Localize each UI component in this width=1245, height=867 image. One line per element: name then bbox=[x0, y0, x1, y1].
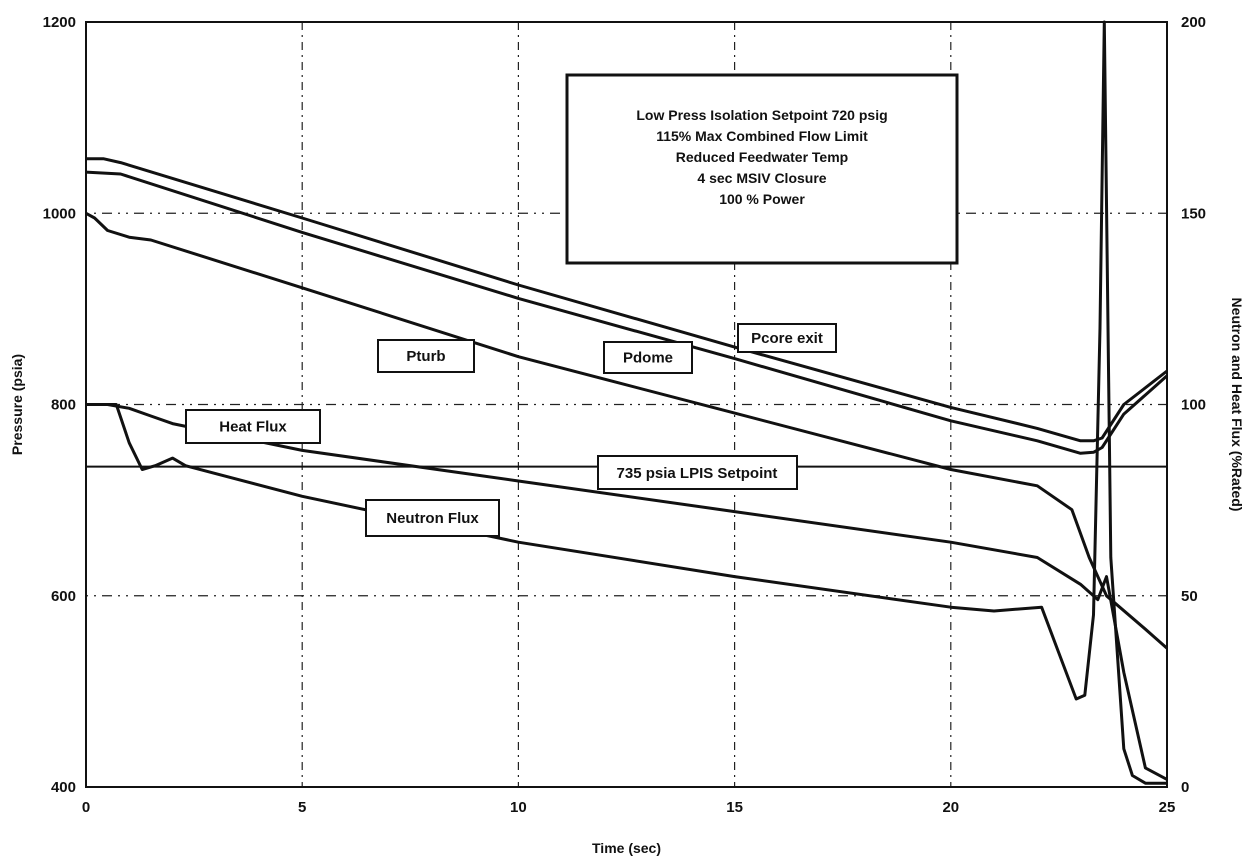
x-axis-title: Time (sec) bbox=[592, 840, 661, 856]
y-tick-label: 600 bbox=[51, 588, 76, 605]
x-tick-label: 15 bbox=[726, 799, 743, 816]
annotation-box bbox=[565, 73, 959, 265]
annotation-line: Reduced Feedwater Temp bbox=[676, 149, 848, 165]
y-axis-title: Pressure (psia) bbox=[9, 354, 25, 455]
y2-tick-label: 150 bbox=[1181, 205, 1206, 222]
series-label-box-pcore-exit bbox=[737, 323, 837, 353]
annotation-line: 100 % Power bbox=[719, 191, 805, 207]
y-tick-label: 400 bbox=[51, 779, 76, 796]
x-tick-label: 0 bbox=[82, 799, 90, 816]
y2-tick-label: 200 bbox=[1181, 14, 1206, 31]
x-tick-label: 5 bbox=[298, 799, 306, 816]
annotation-line: 115% Max Combined Flow Limit bbox=[656, 128, 868, 144]
x-tick-label: 20 bbox=[942, 799, 959, 816]
y2-tick-label: 50 bbox=[1181, 588, 1198, 605]
x-tick-label: 25 bbox=[1159, 799, 1176, 816]
setpoint-label: 735 psia LPIS Setpoint bbox=[617, 465, 778, 482]
y-tick-label: 1200 bbox=[43, 14, 76, 31]
series-label-neutron-flux: Neutron Flux bbox=[386, 510, 479, 527]
y2-tick-label: 100 bbox=[1181, 397, 1206, 414]
series-label-pcore-exit: Pcore exit bbox=[751, 330, 823, 347]
series-label-box-heat-flux bbox=[185, 409, 321, 444]
x-tick-label: 10 bbox=[510, 799, 527, 816]
series-label-box-neutron-flux bbox=[365, 499, 500, 537]
series-line-neutron-flux bbox=[86, 20, 1167, 785]
y-tick-label: 800 bbox=[51, 397, 76, 414]
series-line-pdome bbox=[85, 170, 1168, 455]
series-label-pdome: Pdome bbox=[623, 350, 673, 367]
y2-tick-label: 0 bbox=[1181, 779, 1189, 796]
series-line-pcore-exit bbox=[86, 157, 1168, 443]
y-tick-label: 1000 bbox=[43, 205, 76, 222]
y2-axis-title: Neutron and Heat Flux (%Rated) bbox=[1229, 298, 1245, 512]
annotation-line: Low Press Isolation Setpoint 720 psig bbox=[636, 107, 887, 123]
series-line-pturb bbox=[85, 211, 1168, 650]
annotation-line: 4 sec MSIV Closure bbox=[697, 170, 826, 186]
series-label-box-pturb bbox=[377, 339, 475, 373]
setpoint-label-box bbox=[597, 455, 798, 490]
series-label-pturb: Pturb bbox=[406, 348, 445, 365]
series-label-box-pdome bbox=[603, 341, 693, 374]
series-label-heat-flux: Heat Flux bbox=[219, 419, 287, 436]
